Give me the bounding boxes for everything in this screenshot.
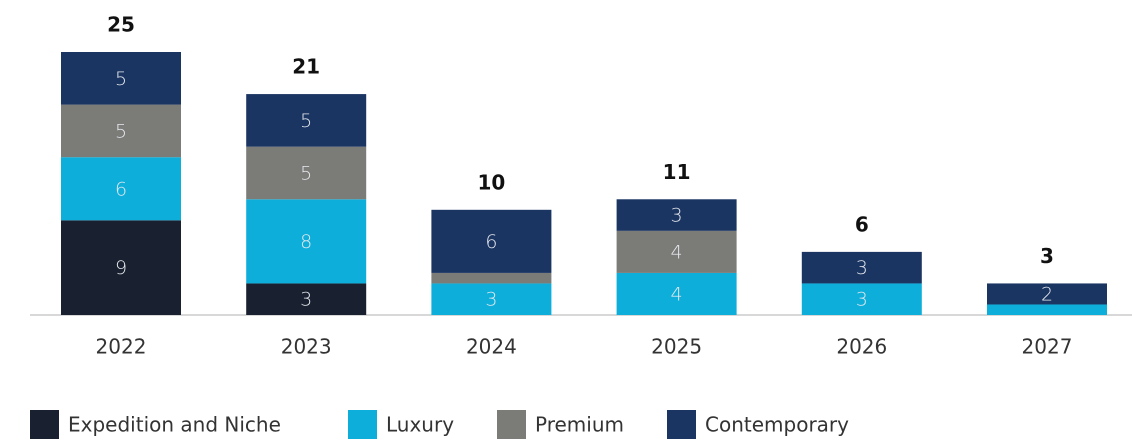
bar-segment [246, 199, 367, 284]
segment-label: 5 [300, 110, 312, 132]
bar-segment [801, 283, 922, 315]
segment-label: 6 [485, 231, 497, 253]
total-label: 11 [663, 160, 691, 184]
legend-swatch [30, 410, 59, 439]
bar-segment [616, 199, 737, 231]
segment-label: 4 [671, 241, 683, 263]
segment-label: 3 [300, 289, 312, 311]
segment-label: 3 [856, 289, 868, 311]
bar-segment [246, 146, 367, 200]
bar-segment [246, 94, 367, 147]
x-tick-label: 2023 [281, 335, 332, 359]
legend-label: Expedition and Niche [68, 413, 281, 437]
segment-label: 2 [1041, 283, 1053, 305]
segment-label: 3 [856, 257, 868, 279]
bar-segment [431, 209, 552, 273]
x-tick-label: 2026 [836, 335, 887, 359]
bar-segment [61, 157, 181, 221]
segment-label: 9 [115, 257, 127, 279]
segment-label: 8 [300, 231, 312, 253]
bar-segment [431, 272, 552, 284]
bar-segment [616, 230, 737, 273]
bar-segment [987, 283, 1107, 305]
bar-segment [431, 283, 552, 315]
segment-label: 5 [300, 162, 312, 184]
segment-label: 6 [115, 178, 127, 200]
legend-label: Luxury [386, 413, 454, 437]
x-tick-label: 2027 [1022, 335, 1073, 359]
bar-segment [61, 220, 181, 315]
segment-label: 5 [115, 120, 127, 142]
legend-label: Contemporary [705, 413, 849, 437]
segment-label: 3 [485, 289, 497, 311]
legend-swatch [348, 410, 377, 439]
bar-segment [616, 272, 737, 315]
total-label: 10 [477, 170, 505, 194]
legend-swatch [497, 410, 526, 439]
total-label: 3 [1040, 244, 1054, 268]
segment-label: 4 [671, 283, 683, 305]
total-label: 6 [855, 212, 869, 236]
x-tick-label: 2022 [96, 335, 147, 359]
total-label: 25 [107, 13, 135, 37]
bar-segment [61, 104, 181, 158]
total-label: 21 [292, 55, 320, 79]
bar-segment [987, 304, 1107, 315]
x-tick-label: 2024 [466, 335, 517, 359]
legend-swatch [667, 410, 696, 439]
segment-label: 5 [115, 68, 127, 90]
legend-label: Premium [535, 413, 624, 437]
bar-segment [246, 283, 367, 315]
x-tick-label: 2025 [651, 335, 702, 359]
bar-segment [61, 52, 181, 105]
segment-label: 3 [671, 205, 683, 227]
bar-segment [801, 251, 922, 284]
